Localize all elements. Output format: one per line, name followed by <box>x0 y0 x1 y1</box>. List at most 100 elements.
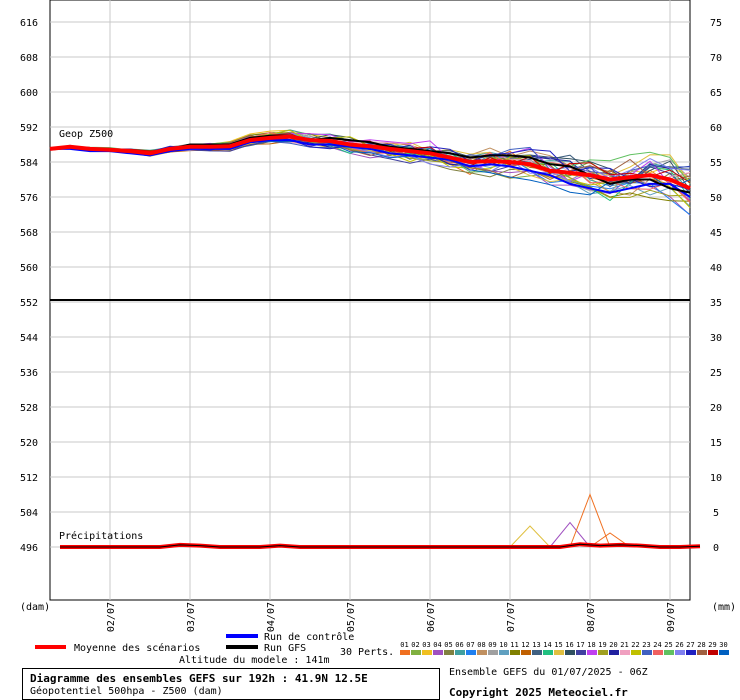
perturbation-swatch <box>598 650 608 655</box>
y2-tick-label: 50 <box>710 193 722 204</box>
chart-grid <box>49 0 691 601</box>
perturbation-id: 15 <box>554 641 562 649</box>
perturbation-id: 23 <box>642 641 650 649</box>
perturbation-swatch <box>400 650 410 655</box>
x-tick-label: 03/07 <box>186 602 197 632</box>
perturbation-id: 06 <box>455 641 463 649</box>
y-tick-label: 496 <box>20 543 38 554</box>
perturbation-id: 21 <box>620 641 628 649</box>
perturbation-swatch <box>411 650 421 655</box>
y2-tick-label: 20 <box>710 403 722 414</box>
perturbation-id: 25 <box>664 641 672 649</box>
perturbation-id: 22 <box>631 641 639 649</box>
perturbation-id: 19 <box>598 641 606 649</box>
perturbation-swatch <box>576 650 586 655</box>
series-line-0 <box>49 134 691 191</box>
y-tick-label: 528 <box>20 403 38 414</box>
y-tick-label: 544 <box>20 333 38 344</box>
y-tick-label: 568 <box>20 228 38 239</box>
x-tick-label: 06/07 <box>426 602 437 632</box>
altitude-label: Altitude du modele : 141m <box>179 655 330 666</box>
legend-control-label: Run de contrôle <box>264 631 354 643</box>
perturbation-swatch <box>433 650 443 655</box>
y2-tick-label: 15 <box>710 438 722 449</box>
chart-axes: 6166086005925845765685605525445365285205… <box>20 18 736 632</box>
main-series <box>49 134 691 198</box>
y2-tick-label: 60 <box>710 123 722 134</box>
perturbation-id: 18 <box>587 641 595 649</box>
y2-tick-label: 5 <box>713 508 719 519</box>
x-tick-label: 04/07 <box>266 602 277 632</box>
precip-member-line <box>569 493 611 548</box>
geop-panel-label: Geop Z500 <box>59 129 113 140</box>
y-axis-label: (dam) <box>20 602 50 613</box>
x-tick-label: 09/07 <box>666 602 677 632</box>
perturbation-id: 27 <box>686 641 694 649</box>
y-tick-label: 560 <box>20 263 38 274</box>
perturbation-swatch <box>686 650 696 655</box>
perturbation-id: 07 <box>466 641 474 649</box>
x-tick-label: 08/07 <box>586 602 597 632</box>
y-tick-label: 536 <box>20 368 38 379</box>
precip-member-line <box>589 532 631 548</box>
perturbation-swatch <box>532 650 542 655</box>
y-tick-label: 576 <box>20 193 38 204</box>
perturbation-swatch <box>620 650 630 655</box>
perturbation-id: 02 <box>411 641 419 649</box>
perturbation-swatch <box>697 650 707 655</box>
perturbation-id: 12 <box>521 641 529 649</box>
perturbation-id: 10 <box>499 641 507 649</box>
ensemble-run-info: Ensemble GEFS du 01/07/2025 - 06Z <box>449 667 648 678</box>
x-tick-label: 07/07 <box>506 602 517 632</box>
perturbation-id: 28 <box>697 641 705 649</box>
y2-tick-label: 45 <box>710 228 722 239</box>
chart-legend: Moyenne des scénarios Run de contrôleRun … <box>35 631 729 666</box>
perturbation-swatch <box>708 650 718 655</box>
y2-tick-label: 55 <box>710 158 722 169</box>
perturbation-id: 14 <box>543 641 551 649</box>
legend-mean-label: Moyenne des scénarios <box>74 642 200 654</box>
perturbation-swatch <box>675 650 685 655</box>
perturbation-id: 13 <box>532 641 540 649</box>
y2-axis-label: (mm) <box>712 602 736 613</box>
y-tick-label: 520 <box>20 438 38 449</box>
perturbation-id: 01 <box>400 641 408 649</box>
perturbation-swatch <box>642 650 652 655</box>
copyright-text: Copyright 2025 Meteociel.fr <box>449 686 628 699</box>
perturbation-id: 24 <box>653 641 661 649</box>
precip-member-line <box>549 521 591 548</box>
perturbation-id: 04 <box>433 641 441 649</box>
y-tick-label: 512 <box>20 473 38 484</box>
precip-panel-label: Précipitations <box>59 530 143 542</box>
y2-tick-label: 30 <box>710 333 722 344</box>
precip-member-line <box>509 525 551 548</box>
y2-tick-label: 65 <box>710 88 722 99</box>
perturbation-swatch <box>444 650 454 655</box>
y2-tick-label: 75 <box>710 18 722 29</box>
perturbation-swatch <box>543 650 553 655</box>
chart-subtitle: Géopotentiel 500hpa - Z500 (dam) <box>30 686 223 697</box>
y-tick-label: 584 <box>20 158 38 169</box>
perturbation-swatch <box>422 650 432 655</box>
y2-tick-label: 0 <box>713 543 719 554</box>
perturbation-swatch <box>521 650 531 655</box>
y2-tick-label: 70 <box>710 53 722 64</box>
perturbation-id: 20 <box>609 641 617 649</box>
perturbation-id: 03 <box>422 641 430 649</box>
perturbation-id: 30 <box>719 641 727 649</box>
chart-title: Diagramme des ensembles GEFS sur 192h : … <box>30 672 368 685</box>
y-tick-label: 592 <box>20 123 38 134</box>
perturbation-id: 05 <box>444 641 452 649</box>
perturbation-id: 09 <box>488 641 496 649</box>
y2-tick-label: 25 <box>710 368 722 379</box>
perturbations-label: 30 Perts. <box>340 647 394 658</box>
perturbation-swatch <box>455 650 465 655</box>
y-tick-label: 616 <box>20 18 38 29</box>
x-tick-label: 02/07 <box>106 602 117 632</box>
y-tick-label: 600 <box>20 88 38 99</box>
perturbation-id: 08 <box>477 641 485 649</box>
y2-tick-label: 40 <box>710 263 722 274</box>
y2-tick-label: 35 <box>710 298 722 309</box>
perturbation-swatch <box>499 650 509 655</box>
